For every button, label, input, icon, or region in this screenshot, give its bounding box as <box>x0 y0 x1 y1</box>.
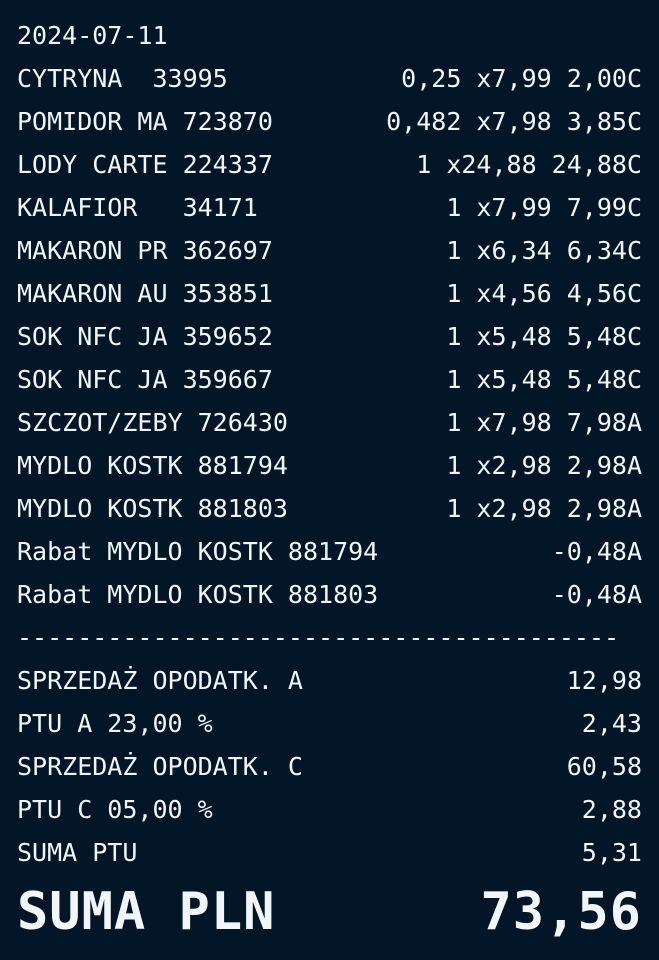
discount-amount: -0,48A <box>551 580 642 609</box>
list-item: MYDLO KOSTK 881794 1 x2,98 2,98A <box>17 444 642 487</box>
item-name: KALAFIOR 34171 <box>17 193 258 222</box>
receipt-date: 2024-07-11 <box>17 21 168 50</box>
item-price: 1 x2,98 2,98A <box>446 494 642 523</box>
total-amount: 73,56 <box>480 882 642 942</box>
item-name: CYTRYNA 33995 <box>17 64 228 93</box>
list-item: MAKARON AU 353851 1 x4,56 4,56C <box>17 272 642 315</box>
tax-value: 2,88 <box>581 795 642 824</box>
tax-row: SPRZEDAŻ OPODATK. A 12,98 <box>17 659 642 702</box>
list-item: POMIDOR MA 723870 0,482 x7,98 3,85C <box>17 100 642 143</box>
total-row: SUMA PLN 73,56 <box>17 880 642 944</box>
list-item: MYDLO KOSTK 881803 1 x2,98 2,98A <box>17 487 642 530</box>
item-name: SOK NFC JA 359667 <box>17 365 273 394</box>
list-item: SZCZOT/ZEBY 726430 1 x7,98 7,98A <box>17 401 642 444</box>
item-price: 1 x7,98 7,98A <box>446 408 642 437</box>
item-name: MYDLO KOSTK 881803 <box>17 494 288 523</box>
item-price: 1 x5,48 5,48C <box>446 322 642 351</box>
list-item: SOK NFC JA 359667 1 x5,48 5,48C <box>17 358 642 401</box>
tax-value: 2,43 <box>581 709 642 738</box>
discount-name: Rabat MYDLO KOSTK 881794 <box>17 537 379 566</box>
item-name: SZCZOT/ZEBY 726430 <box>17 408 288 437</box>
item-price: 1 x7,99 7,99C <box>446 193 642 222</box>
tax-row: SPRZEDAŻ OPODATK. C 60,58 <box>17 745 642 788</box>
item-price: 1 x2,98 2,98A <box>446 451 642 480</box>
tax-row: PTU A 23,00 % 2,43 <box>17 702 642 745</box>
item-price: 1 x6,34 6,34C <box>446 236 642 265</box>
item-name: SOK NFC JA 359652 <box>17 322 273 351</box>
item-name: LODY CARTE 224337 <box>17 150 273 179</box>
discount-amount: -0,48A <box>551 537 642 566</box>
discount-name: Rabat MYDLO KOSTK 881803 <box>17 580 379 609</box>
tax-label: SPRZEDAŻ OPODATK. A <box>17 666 303 695</box>
item-price: 0,25 x7,99 2,00C <box>401 64 642 93</box>
item-name: POMIDOR MA 723870 <box>17 107 273 136</box>
item-price: 1 x5,48 5,48C <box>446 365 642 394</box>
item-name: MYDLO KOSTK 881794 <box>17 451 288 480</box>
tax-row: PTU C 05,00 % 2,88 <box>17 788 642 831</box>
tax-label: PTU C 05,00 % <box>17 795 213 824</box>
tax-label: SPRZEDAŻ OPODATK. C <box>17 752 303 781</box>
item-list: CYTRYNA 33995 0,25 x7,99 2,00C POMIDOR M… <box>17 57 642 616</box>
tax-row: SUMA PTU 5,31 <box>17 831 642 874</box>
tax-summary: SPRZEDAŻ OPODATK. A 12,98 PTU A 23,00 % … <box>17 659 642 874</box>
discount-row: Rabat MYDLO KOSTK 881794 -0,48A <box>17 530 642 573</box>
item-price: 1 x4,56 4,56C <box>446 279 642 308</box>
item-price: 1 x24,88 24,88C <box>416 150 642 179</box>
list-item: SOK NFC JA 359652 1 x5,48 5,48C <box>17 315 642 358</box>
list-item: MAKARON PR 362697 1 x6,34 6,34C <box>17 229 642 272</box>
tax-value: 60,58 <box>566 752 642 781</box>
tax-value: 5,31 <box>581 838 642 867</box>
separator-line: ---------------------------------------- <box>17 623 620 652</box>
list-item: KALAFIOR 34171 1 x7,99 7,99C <box>17 186 642 229</box>
item-name: MAKARON PR 362697 <box>17 236 273 265</box>
list-item: CYTRYNA 33995 0,25 x7,99 2,00C <box>17 57 642 100</box>
total-label: SUMA PLN <box>17 882 276 942</box>
tax-label: PTU A 23,00 % <box>17 709 213 738</box>
list-item: LODY CARTE 224337 1 x24,88 24,88C <box>17 143 642 186</box>
item-price: 0,482 x7,98 3,85C <box>386 107 642 136</box>
tax-value: 12,98 <box>566 666 642 695</box>
discount-row: Rabat MYDLO KOSTK 881803 -0,48A <box>17 573 642 616</box>
tax-label: SUMA PTU <box>17 838 138 867</box>
item-name: MAKARON AU 353851 <box>17 279 273 308</box>
